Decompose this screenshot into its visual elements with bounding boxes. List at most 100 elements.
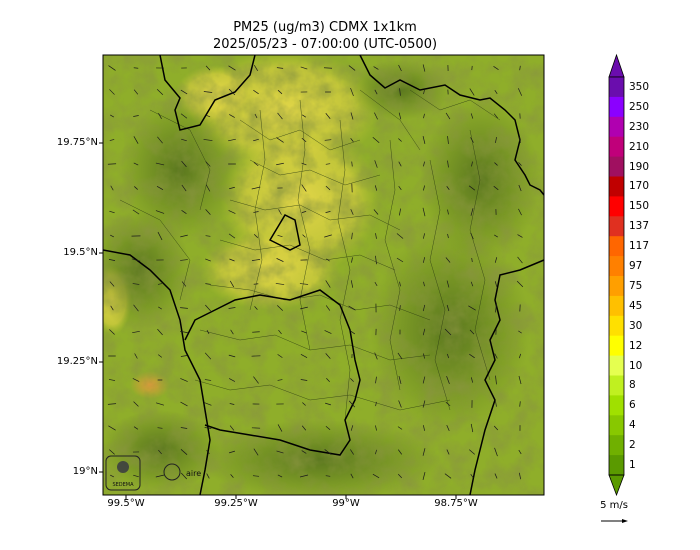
- wind-vector: [253, 89, 259, 95]
- colorbar-bin: [609, 96, 624, 118]
- wind-vector: [155, 162, 165, 166]
- wind-vector: [350, 112, 354, 120]
- wind-vector: [324, 330, 332, 334]
- wind-vector: [374, 89, 378, 95]
- wind-vector: [518, 184, 522, 192]
- svg-text:aire: aire: [186, 469, 201, 478]
- aire-logo: aire: [163, 463, 201, 481]
- colorbar-bin: [609, 156, 624, 177]
- wind-vector: [180, 307, 188, 309]
- wind-vector: [348, 400, 356, 408]
- wind-vector: [469, 329, 475, 335]
- wind-vector: [422, 64, 426, 72]
- wind-vector: [108, 65, 116, 71]
- wind-vector: [325, 185, 331, 191]
- wind-vector: [493, 425, 499, 431]
- wind-vector: [374, 112, 378, 120]
- wind-vector: [398, 64, 402, 72]
- wind-vector: [423, 185, 425, 191]
- wind-vector: [277, 379, 283, 381]
- wind-vector: [205, 283, 211, 285]
- wind-vector: [277, 112, 283, 120]
- colorbar-bin: [609, 295, 624, 317]
- colorbar-label: 6: [629, 399, 636, 412]
- wind-vector: [301, 162, 307, 166]
- wind-vector: [325, 425, 331, 431]
- colorbar-bin: [609, 335, 624, 356]
- wind-vector: [180, 330, 188, 334]
- colorbar-label: 45: [629, 299, 643, 312]
- lat-tick-label: 19°N: [72, 466, 98, 477]
- colorbar-label: 75: [629, 279, 643, 292]
- wind-vector: [397, 352, 403, 360]
- wind-vector: [446, 375, 450, 385]
- wind-vector: [228, 233, 236, 239]
- wind-vector: [300, 354, 308, 358]
- wind-vector: [132, 378, 140, 382]
- wind-vector: [348, 65, 356, 71]
- map-area[interactable]: SEDEMA aire: [90, 50, 544, 500]
- wind-vector: [350, 473, 354, 479]
- wind-vector: [276, 450, 284, 454]
- wind-vector: [205, 209, 211, 215]
- wind-vector: [396, 257, 404, 263]
- wind-vector: [253, 211, 259, 213]
- wind-vector: [351, 232, 353, 240]
- wind-vector: [300, 379, 308, 381]
- wind-vector: [228, 354, 236, 358]
- wind-vector: [109, 329, 115, 335]
- colorbar-bin: [609, 236, 624, 257]
- wind-vector: [372, 473, 380, 479]
- wind-vector: [302, 402, 306, 406]
- wind-vector: [252, 475, 260, 477]
- wind-vector: [132, 330, 140, 334]
- wind-vector: [301, 425, 307, 431]
- wind-vector: [519, 137, 521, 143]
- lat-tick-label: 19.25°N: [56, 356, 98, 367]
- wind-vector: [423, 353, 425, 359]
- wind-vector: [204, 402, 212, 406]
- wind-vector: [325, 280, 331, 288]
- wind-vector: [109, 210, 115, 214]
- wind-vector: [205, 235, 211, 237]
- wind-vector: [206, 450, 210, 454]
- wind-vector: [350, 425, 354, 431]
- wind-vector: [518, 208, 522, 216]
- wind-vector: [350, 378, 354, 382]
- colorbar-bin: [609, 355, 624, 376]
- wind-vector: [180, 449, 188, 455]
- wind-vector: [494, 257, 498, 263]
- wind-vector: [324, 234, 332, 238]
- wind-vector: [134, 186, 138, 190]
- wind-vector: [157, 136, 163, 144]
- wind-vector: [398, 112, 402, 120]
- wind-vector: [276, 162, 284, 166]
- wind-vector: [157, 283, 163, 285]
- wind-vector: [468, 185, 476, 191]
- wind-vector: [495, 401, 497, 407]
- wind-vector: [374, 281, 378, 287]
- wind-vector: [276, 258, 284, 262]
- wind-vector: [205, 184, 211, 192]
- wind-vector: [253, 138, 259, 142]
- colorbar-label: 8: [629, 379, 636, 392]
- wind-vector: [422, 257, 426, 263]
- wind-vector: [422, 376, 426, 384]
- wind-vector: [494, 162, 498, 166]
- wind-vector: [470, 423, 474, 433]
- wind-vector: [205, 161, 211, 167]
- colorbar-label: 12: [629, 339, 643, 352]
- wind-vector: [228, 138, 236, 142]
- wind-vector: [228, 450, 236, 454]
- wind-vector: [277, 234, 283, 238]
- colorbar-label: 250: [629, 100, 650, 113]
- wind-vector: [351, 161, 353, 167]
- wind-vector: [251, 186, 261, 190]
- wind-vector: [471, 257, 473, 263]
- colorbar-label: 30: [629, 319, 643, 332]
- wind-vector: [374, 449, 378, 455]
- wind-vector: [518, 375, 522, 385]
- wind-vector: [206, 330, 210, 334]
- wind-vector: [374, 185, 378, 191]
